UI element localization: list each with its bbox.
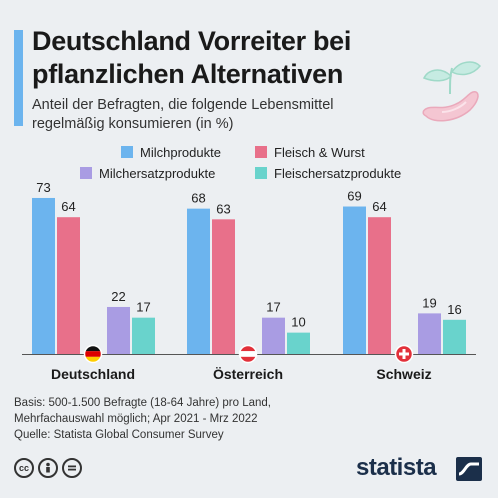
subtitle-line-2: regelmäßig konsumieren (in %): [32, 116, 234, 132]
footnote-basis: Basis: 500-1.500 Befragte (18-64 Jahre) …: [14, 397, 271, 409]
bar-deutschland-0: [32, 197, 55, 354]
nd-icon[interactable]: [62, 458, 82, 478]
flag-switzerland-icon: [394, 344, 414, 364]
data-label: 10: [291, 315, 305, 330]
data-label: 64: [372, 199, 386, 214]
legend-label-fleischersatzprodukte: Fleischersatzprodukte: [274, 166, 402, 181]
bar-deutschland-1: [57, 217, 80, 354]
legend-swatch-fleischersatzprodukte: [255, 167, 267, 179]
bar-chart: 73 64 22 17 Deutschland 68 63 17 10 Österreich 69 6…: [22, 180, 476, 382]
footnote-source: Quelle: Statista Global Consumer Survey: [14, 429, 224, 441]
title-line-2: pflanzlichen Alternativen: [32, 59, 344, 89]
data-label: 17: [266, 300, 280, 315]
data-label: 16: [447, 302, 461, 317]
bar-schweiz-0: [343, 206, 366, 354]
bar-österreich-3: [287, 332, 310, 354]
data-label: 63: [216, 201, 230, 216]
data-label: 17: [136, 300, 150, 315]
data-label: 68: [191, 191, 205, 206]
sausage-sprout-icon: [422, 61, 482, 122]
data-label: 69: [347, 189, 361, 204]
bar-deutschland-3: [132, 317, 155, 354]
bar-schweiz-1: [368, 217, 391, 354]
cc-icon[interactable]: cc: [14, 458, 34, 478]
category-label-deutschland: Deutschland: [51, 366, 135, 382]
legend-label-milchersatzprodukte: Milchersatzprodukte: [99, 166, 216, 181]
data-label: 22: [111, 289, 125, 304]
bar-schweiz-2: [418, 313, 441, 354]
title-accent-bar: [14, 30, 23, 126]
data-label: 64: [61, 199, 75, 214]
bar-deutschland-2: [107, 306, 130, 354]
legend-label-fleisch-wurst: Fleisch & Wurst: [274, 145, 365, 160]
flag-germany-icon: [83, 344, 103, 364]
footnote-method: Mehrfachauswahl möglich; Apr 2021 - Mrz …: [14, 413, 258, 425]
category-label-schweiz: Schweiz: [376, 366, 431, 382]
chart-subtitle: Anteil der Befragten, die folgende Leben…: [32, 96, 392, 134]
legend-swatch-milchprodukte: [121, 146, 133, 158]
subtitle-line-1: Anteil der Befragten, die folgende Leben…: [32, 97, 334, 113]
data-label: 19: [422, 295, 436, 310]
category-label-österreich: Österreich: [213, 366, 283, 382]
bar-österreich-0: [187, 208, 210, 354]
legend-label-milchprodukte: Milchprodukte: [140, 145, 221, 160]
title-line-1: Deutschland Vorreiter bei: [32, 26, 352, 56]
data-label: 73: [36, 180, 50, 195]
bar-österreich-1: [212, 219, 235, 354]
by-icon[interactable]: [38, 458, 58, 478]
flag-austria-icon: [238, 344, 258, 364]
statista-logo-icon[interactable]: [456, 457, 482, 481]
bar-schweiz-3: [443, 319, 466, 354]
statista-logo-text[interactable]: statista: [356, 454, 437, 481]
legend-swatch-milchersatzprodukte: [80, 167, 92, 179]
chart-title: Deutschland Vorreiter bei pflanzlichen A…: [32, 25, 412, 91]
legend-swatch-fleisch-wurst: [255, 146, 267, 158]
footnote: Basis: 500-1.500 Befragte (18-64 Jahre) …: [14, 395, 271, 443]
bar-österreich-2: [262, 317, 285, 354]
